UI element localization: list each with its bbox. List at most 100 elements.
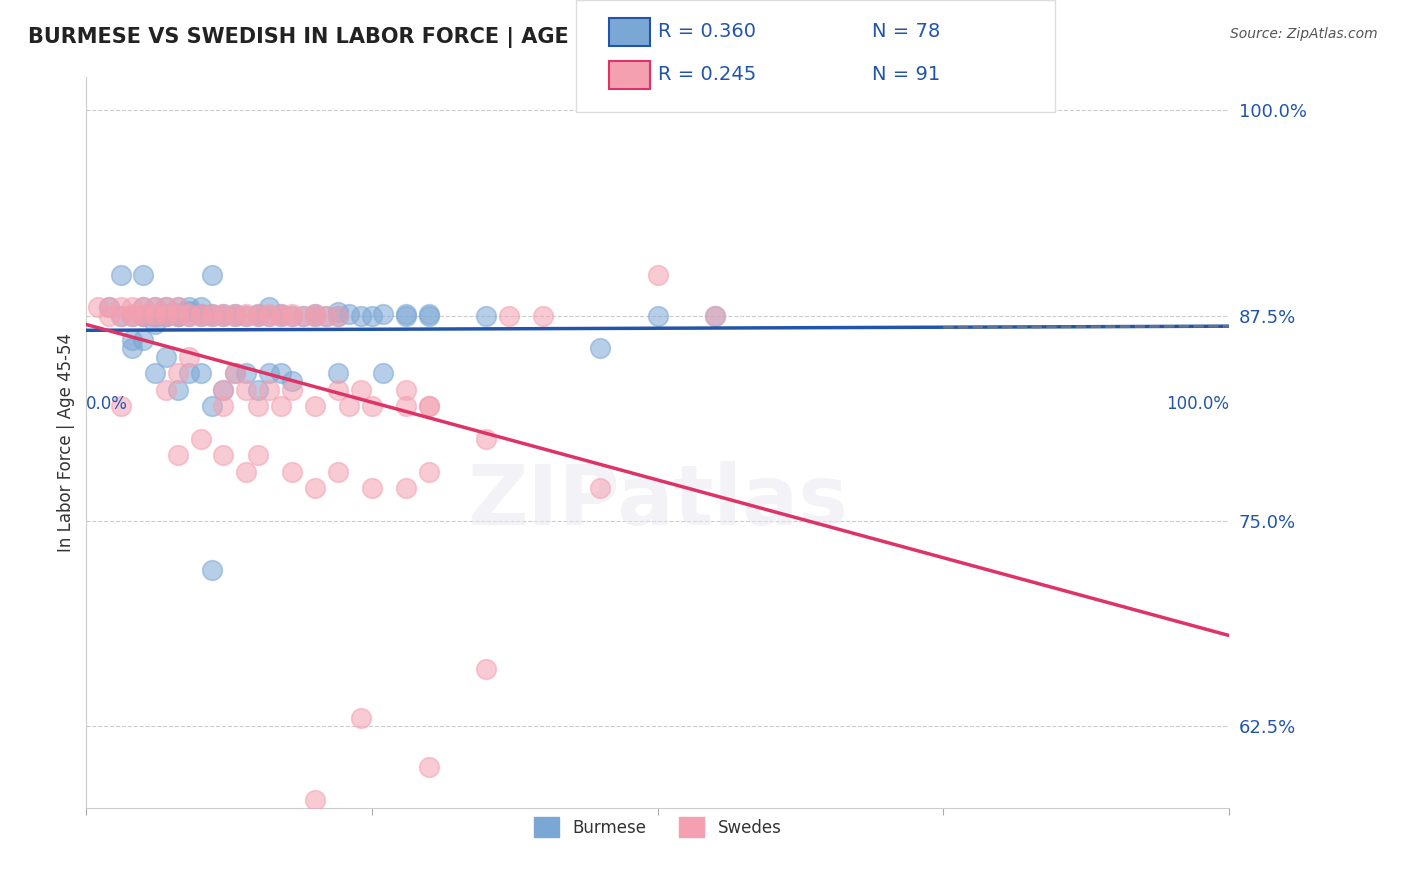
Point <box>270 309 292 323</box>
Point <box>235 309 257 323</box>
Point <box>281 309 304 323</box>
Point <box>361 481 384 495</box>
Point <box>190 307 212 321</box>
Point <box>143 366 166 380</box>
Point <box>166 309 188 323</box>
Point <box>475 432 498 446</box>
Point <box>257 383 280 397</box>
Point <box>155 350 177 364</box>
Point <box>155 309 177 323</box>
Point <box>304 309 326 323</box>
Point <box>281 307 304 321</box>
Point <box>212 383 235 397</box>
Point <box>246 383 269 397</box>
Point <box>235 307 257 321</box>
Point <box>155 301 177 315</box>
Point <box>143 309 166 323</box>
Point <box>224 309 246 323</box>
Point <box>257 307 280 321</box>
Point <box>395 481 418 495</box>
Point <box>395 307 418 321</box>
Point <box>155 301 177 315</box>
Point <box>155 383 177 397</box>
Point <box>418 309 440 323</box>
Point <box>475 662 498 676</box>
Point <box>395 309 418 323</box>
Point <box>98 301 121 315</box>
Point <box>246 309 269 323</box>
Point <box>281 309 304 323</box>
Point <box>395 383 418 397</box>
Point <box>212 309 235 323</box>
Point <box>235 309 257 323</box>
Point <box>143 301 166 315</box>
Point <box>235 366 257 380</box>
Point <box>166 301 188 315</box>
Y-axis label: In Labor Force | Age 45-54: In Labor Force | Age 45-54 <box>58 334 75 552</box>
Point <box>132 301 155 315</box>
Point <box>143 307 166 321</box>
Text: 0.0%: 0.0% <box>86 395 128 413</box>
Point <box>190 301 212 315</box>
Point <box>110 309 132 323</box>
Point <box>418 399 440 413</box>
Text: N = 78: N = 78 <box>872 21 941 41</box>
Point <box>212 309 235 323</box>
Point <box>110 309 132 323</box>
Point <box>143 309 166 323</box>
Point <box>257 301 280 315</box>
Point <box>270 307 292 321</box>
Text: 100.0%: 100.0% <box>1166 395 1229 413</box>
Point <box>190 309 212 323</box>
Point <box>349 383 371 397</box>
Point <box>110 399 132 413</box>
Point <box>257 366 280 380</box>
Point <box>246 448 269 462</box>
Point <box>326 366 349 380</box>
Text: N = 91: N = 91 <box>872 64 941 84</box>
Point <box>121 307 143 321</box>
Point <box>179 309 201 323</box>
Point <box>257 309 280 323</box>
Point <box>361 309 384 323</box>
Point <box>647 268 669 282</box>
Point <box>166 366 188 380</box>
Point <box>304 307 326 321</box>
Point <box>304 793 326 807</box>
Point <box>121 333 143 347</box>
Point <box>373 307 395 321</box>
Point <box>132 309 155 323</box>
Point <box>212 307 235 321</box>
Point <box>498 309 520 323</box>
Point <box>304 309 326 323</box>
Point <box>224 307 246 321</box>
Point <box>304 307 326 321</box>
Point <box>281 465 304 479</box>
Point <box>361 399 384 413</box>
Point <box>143 317 166 331</box>
Legend: Burmese, Swedes: Burmese, Swedes <box>527 810 789 844</box>
Point <box>246 309 269 323</box>
Point <box>703 309 725 323</box>
Point <box>110 268 132 282</box>
Point <box>132 309 155 323</box>
Point <box>143 301 166 315</box>
Point <box>166 309 188 323</box>
Point <box>337 399 360 413</box>
Point <box>166 301 188 315</box>
Point <box>121 301 143 315</box>
Point <box>270 307 292 321</box>
Point <box>349 711 371 725</box>
Point <box>418 465 440 479</box>
Point <box>155 307 177 321</box>
Point <box>143 309 166 323</box>
Point <box>201 307 224 321</box>
Point <box>166 309 188 323</box>
Point <box>201 399 224 413</box>
Point <box>224 366 246 380</box>
Point <box>166 448 188 462</box>
Point <box>155 307 177 321</box>
Point <box>326 309 349 323</box>
Point <box>246 399 269 413</box>
Point <box>98 309 121 323</box>
